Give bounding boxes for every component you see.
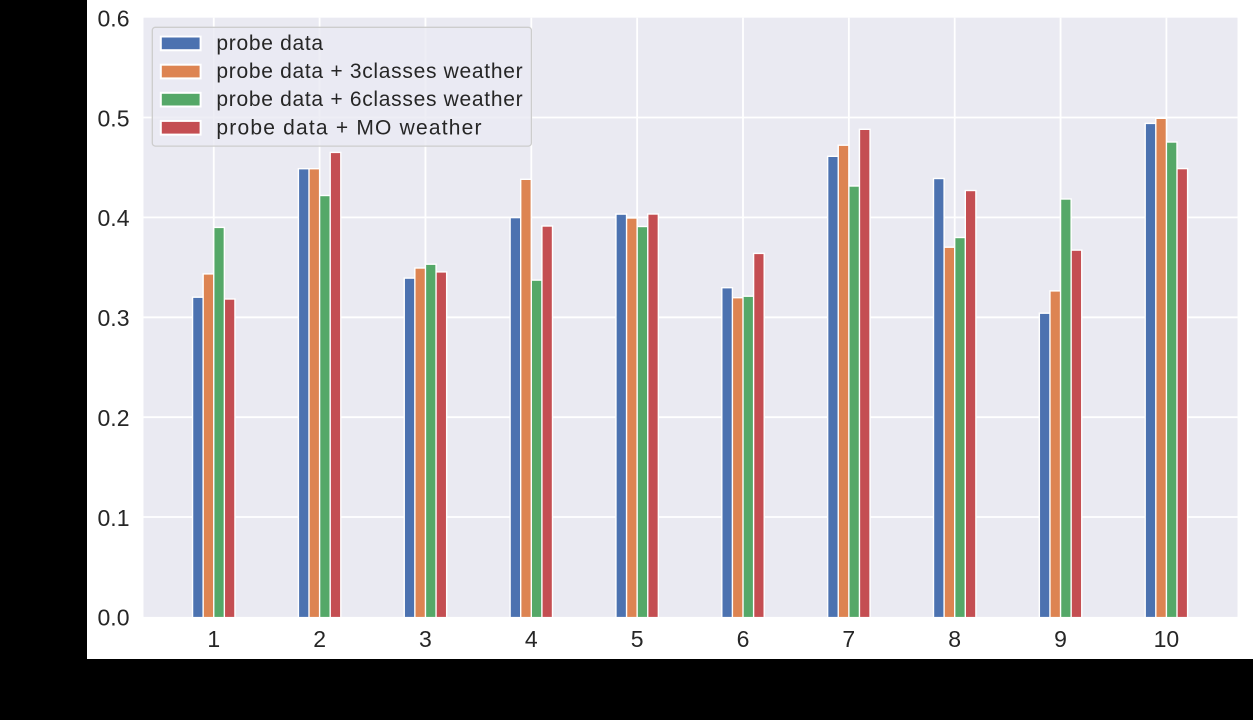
svg-text:0.6: 0.6 [98,6,130,32]
svg-text:0.3: 0.3 [98,305,130,331]
svg-text:0.5: 0.5 [98,105,130,131]
svg-text:4: 4 [525,626,538,652]
svg-text:1: 1 [207,626,220,652]
svg-text:probe data + MO weather: probe data + MO weather [216,116,482,139]
svg-text:0.1: 0.1 [98,505,130,531]
svg-text:0.2: 0.2 [98,405,130,431]
svg-text:0.0: 0.0 [98,605,130,631]
svg-text:5: 5 [631,626,644,652]
svg-text:0.4: 0.4 [98,205,130,231]
svg-text:9: 9 [1054,626,1067,652]
svg-text:3: 3 [419,626,432,652]
svg-text:probe data + 6classes weather: probe data + 6classes weather [216,88,523,111]
svg-text:6: 6 [737,626,750,652]
svg-text:10: 10 [1154,626,1180,652]
svg-text:2: 2 [313,626,326,652]
svg-text:7: 7 [842,626,855,652]
svg-text:8: 8 [948,626,961,652]
svg-text:probe data + 3classes weather: probe data + 3classes weather [216,60,523,83]
svg-text:probe data: probe data [216,32,323,55]
